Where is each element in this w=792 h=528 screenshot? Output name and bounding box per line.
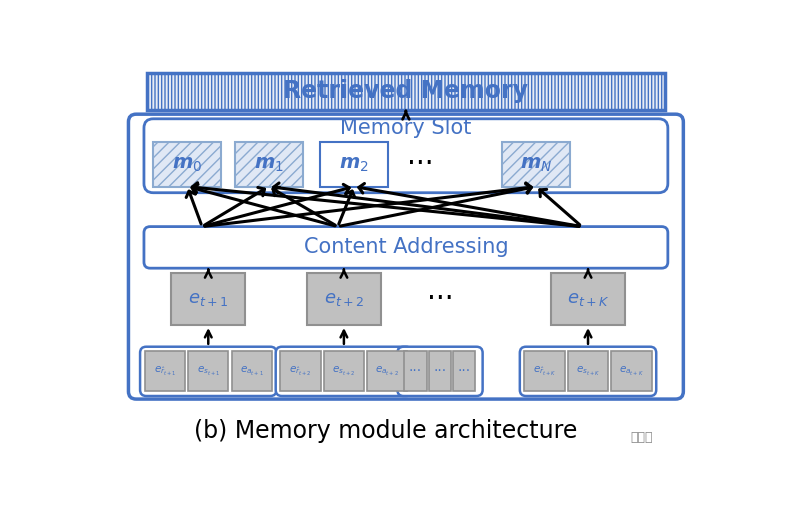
FancyBboxPatch shape [171,273,246,325]
Text: $e_{\hat{r}_{t+K}}$: $e_{\hat{r}_{t+K}}$ [533,365,556,378]
FancyBboxPatch shape [307,273,381,325]
Text: $\boldsymbol{m}_{N}$: $\boldsymbol{m}_{N}$ [520,155,552,174]
FancyBboxPatch shape [320,142,388,186]
FancyBboxPatch shape [147,73,664,110]
FancyBboxPatch shape [550,273,625,325]
Text: ···: ··· [433,364,447,379]
Text: $\boldsymbol{m}_{0}$: $\boldsymbol{m}_{0}$ [172,155,203,174]
FancyBboxPatch shape [276,347,412,396]
Text: $e_{t+2}$: $e_{t+2}$ [324,290,364,308]
Text: ···: ··· [427,285,453,313]
Text: ···: ··· [407,150,434,178]
FancyBboxPatch shape [453,351,475,391]
Text: $e_{\hat{r}_{t+2}}$: $e_{\hat{r}_{t+2}}$ [289,365,312,378]
FancyBboxPatch shape [188,351,228,391]
Text: $e_{a_{t+1}}$: $e_{a_{t+1}}$ [240,365,264,378]
Text: Retrieved Memory: Retrieved Memory [284,79,528,103]
FancyBboxPatch shape [144,227,668,268]
Text: ···: ··· [409,364,422,379]
FancyBboxPatch shape [128,114,683,399]
Text: Content Addressing: Content Addressing [303,238,508,257]
Text: Memory Slot: Memory Slot [341,118,471,138]
Text: $e_{s_{t+K}}$: $e_{s_{t+K}}$ [576,365,600,378]
Text: $e_{t+K}$: $e_{t+K}$ [567,290,609,308]
FancyBboxPatch shape [234,142,303,186]
FancyBboxPatch shape [280,351,321,391]
FancyBboxPatch shape [502,142,570,186]
FancyBboxPatch shape [611,351,652,391]
Text: $\boldsymbol{m}_{1}$: $\boldsymbol{m}_{1}$ [253,155,284,174]
FancyBboxPatch shape [568,351,608,391]
FancyBboxPatch shape [144,119,668,193]
Text: 量子位: 量子位 [630,431,653,444]
FancyBboxPatch shape [520,347,657,396]
FancyBboxPatch shape [367,351,407,391]
FancyBboxPatch shape [145,351,185,391]
FancyBboxPatch shape [405,351,427,391]
Text: $e_{\hat{r}_{t+1}}$: $e_{\hat{r}_{t+1}}$ [154,365,176,378]
Text: $e_{a_{t+2}}$: $e_{a_{t+2}}$ [375,365,399,378]
Text: $e_{t+1}$: $e_{t+1}$ [188,290,228,308]
Text: ···: ··· [458,364,471,379]
Text: (b) Memory module architecture: (b) Memory module architecture [194,419,577,444]
FancyBboxPatch shape [153,142,222,186]
Text: $e_{a_{t+K}}$: $e_{a_{t+K}}$ [619,365,644,378]
Text: $e_{s_{t+1}}$: $e_{s_{t+1}}$ [196,365,220,378]
FancyBboxPatch shape [231,351,272,391]
FancyBboxPatch shape [428,351,451,391]
FancyBboxPatch shape [140,347,276,396]
FancyBboxPatch shape [324,351,364,391]
Text: $\boldsymbol{m}_{2}$: $\boldsymbol{m}_{2}$ [339,155,369,174]
FancyBboxPatch shape [398,347,482,396]
Text: $e_{s_{t+2}}$: $e_{s_{t+2}}$ [333,365,356,378]
FancyBboxPatch shape [524,351,565,391]
